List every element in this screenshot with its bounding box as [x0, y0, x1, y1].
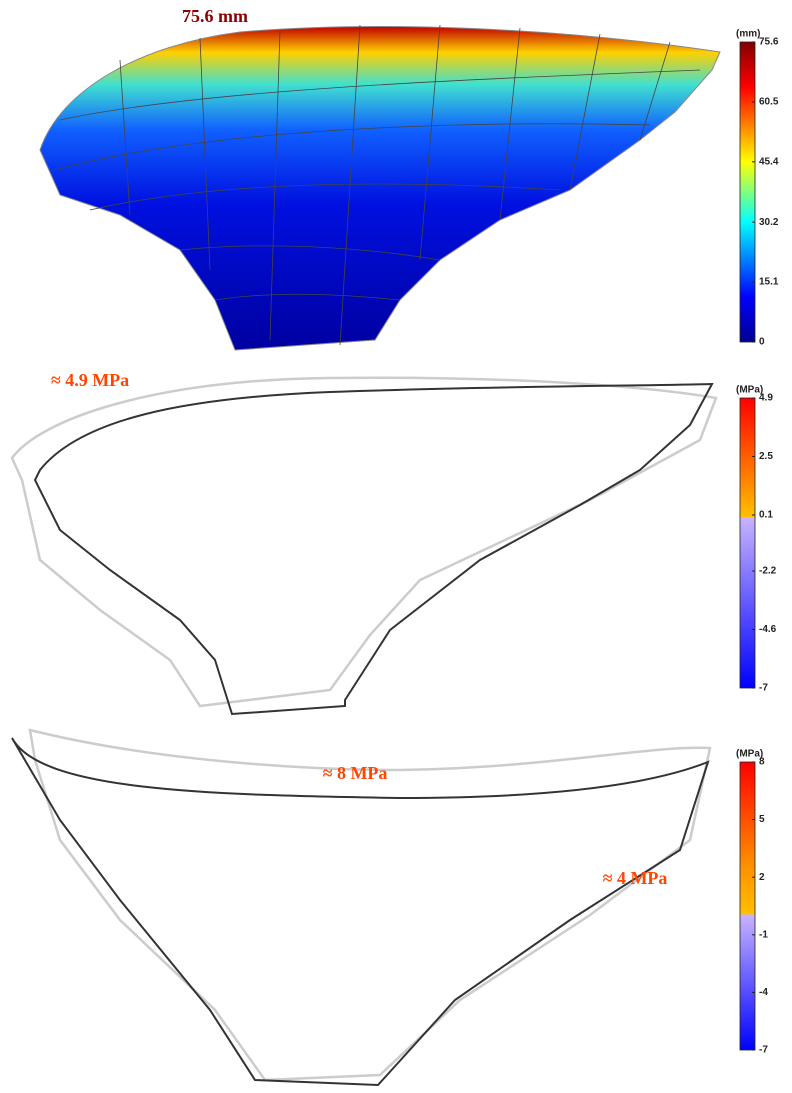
colorbar-tick-label: -2.2: [759, 566, 777, 577]
colorbar-tick-label: 2.5: [759, 451, 773, 462]
colorbar-tick-label: 45.4: [759, 156, 779, 167]
colorbar-tick-label: -7: [759, 683, 768, 694]
colorbar-tick-label: 60.5: [759, 97, 779, 108]
colorbar-tick-label: 15.1: [759, 277, 779, 288]
colorbar-tick-label: 30.2: [759, 217, 779, 228]
max-annotation: ≈ 4.9 MPa: [51, 370, 129, 390]
colorbar: [739, 761, 756, 1051]
max-annotation: 75.6 mm: [182, 6, 248, 26]
shell-surface: [39, 25, 721, 351]
colorbar-tick-label: 0: [759, 337, 765, 348]
annotation: ≈ 4 MPa: [603, 868, 668, 888]
colorbar-tick-label: -1: [759, 929, 768, 940]
colorbar-unit: (mm): [736, 29, 760, 40]
colorbar-tick-label: -7: [759, 1045, 768, 1056]
colorbar-tick-label: 5: [759, 814, 765, 825]
colorbar-unit: (MPa): [736, 749, 763, 760]
undeformed-outline: [10, 376, 718, 708]
colorbar-tick-label: 2: [759, 872, 765, 883]
colorbar-tick-label: 4.9: [759, 393, 773, 404]
colorbars: (mm)015.130.245.460.575.6(MPa)4.92.50.1-…: [736, 29, 779, 1056]
colorbar-tick-label: -4: [759, 987, 768, 998]
deformed-outline: [33, 382, 714, 716]
deformed-outline: [11, 737, 710, 1087]
colorbar-tick-label: -4.6: [759, 624, 777, 635]
max-annotation: ≈ 8 MPa: [323, 763, 388, 783]
colorbar: [739, 397, 756, 689]
colorbar-tick-label: 0.1: [759, 510, 773, 521]
mesh: [54, 24, 701, 346]
colorbar-tick-label: 8: [759, 757, 765, 768]
colorbar-tick-label: 75.6: [759, 37, 779, 48]
colorbar-unit: (MPa): [736, 385, 763, 396]
colorbar: [739, 41, 756, 343]
